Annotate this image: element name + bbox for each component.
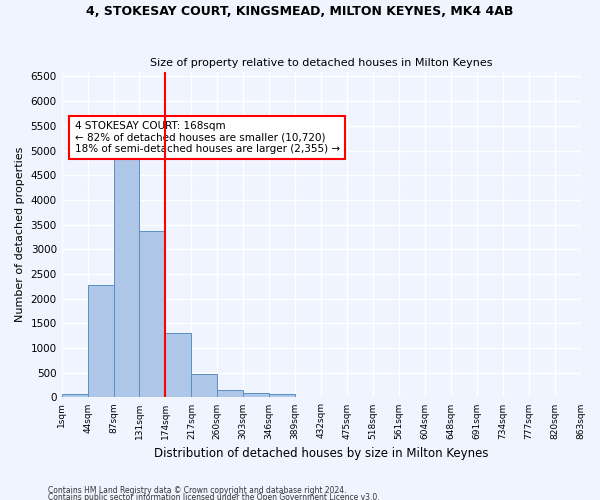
- Bar: [62, 394, 88, 398]
- Text: 4 STOKESAY COURT: 168sqm
← 82% of detached houses are smaller (10,720)
18% of se: 4 STOKESAY COURT: 168sqm ← 82% of detach…: [74, 121, 340, 154]
- X-axis label: Distribution of detached houses by size in Milton Keynes: Distribution of detached houses by size …: [154, 447, 488, 460]
- Bar: [191, 374, 217, 398]
- Y-axis label: Number of detached properties: Number of detached properties: [15, 147, 25, 322]
- Text: Contains public sector information licensed under the Open Government Licence v3: Contains public sector information licen…: [48, 494, 380, 500]
- Title: Size of property relative to detached houses in Milton Keynes: Size of property relative to detached ho…: [150, 58, 493, 68]
- Bar: [139, 230, 166, 398]
- Bar: [88, 286, 113, 398]
- Text: 4, STOKESAY COURT, KINGSMEAD, MILTON KEYNES, MK4 4AB: 4, STOKESAY COURT, KINGSMEAD, MILTON KEY…: [86, 5, 514, 18]
- Bar: [217, 390, 243, 398]
- Bar: [269, 394, 295, 398]
- Bar: [113, 130, 139, 398]
- Text: Contains HM Land Registry data © Crown copyright and database right 2024.: Contains HM Land Registry data © Crown c…: [48, 486, 347, 495]
- Bar: [166, 332, 191, 398]
- Bar: [243, 393, 269, 398]
